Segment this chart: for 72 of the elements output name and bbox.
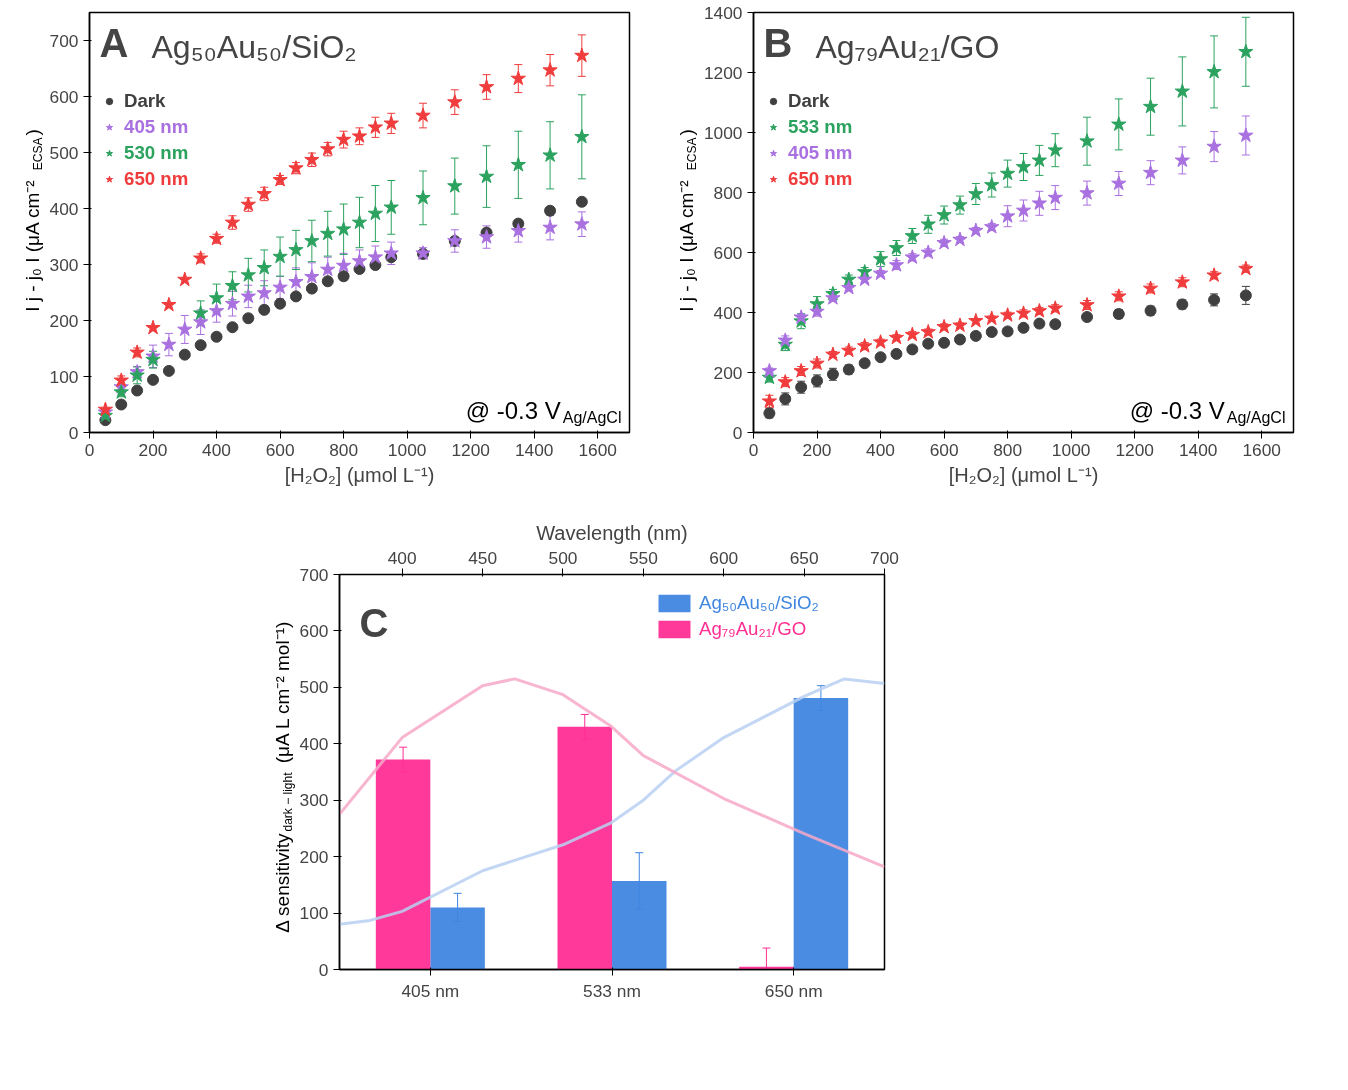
x-tick-label: 1000 — [1051, 439, 1091, 460]
x-tick-label: 0 — [748, 439, 759, 460]
y-tick-label: 800 — [713, 182, 743, 203]
y-tick-label: 700 — [299, 564, 329, 585]
text: Ag₅₀Au₅₀/SiO₂ — [151, 28, 357, 65]
x-tick-label: 1000 — [387, 439, 427, 460]
x-tick-label: 600 — [929, 439, 959, 460]
y-tick-label: 1200 — [703, 62, 743, 83]
y-axis-title: I j - j₀ I (μA cm⁻²ECSA) — [676, 129, 699, 312]
x-tick-label: 1600 — [578, 439, 618, 460]
x-tick-label: 400 — [202, 439, 232, 460]
y-tick-label: 400 — [49, 198, 79, 219]
annotation: B — [763, 20, 793, 65]
y-tick-label: 300 — [49, 254, 79, 275]
y-tick-label: 700 — [49, 30, 79, 51]
x-tick-label: 800 — [329, 439, 359, 460]
y-tick-label: 500 — [49, 142, 79, 163]
x2-axis-title: Wavelength (nm) — [536, 521, 688, 544]
x-tick-label: 1600 — [1242, 439, 1282, 460]
y-tick-label: 400 — [713, 302, 743, 323]
x-tick-label: 200 — [138, 439, 168, 460]
y-tick-label: 1000 — [703, 122, 743, 143]
x2-tick-label: 400 — [387, 547, 417, 568]
x2-tick-label: 650 — [789, 547, 819, 568]
y-tick-label: 100 — [49, 366, 79, 387]
legend-label: Ag₇₉Au₂₁/GO — [699, 618, 807, 640]
x-tick-label: 1400 — [1178, 439, 1218, 460]
y-tick-label: 500 — [299, 677, 329, 698]
x2-tick-label: 500 — [548, 547, 578, 568]
x-tick-label: 0 — [84, 439, 95, 460]
y-tick-label: 200 — [713, 362, 743, 383]
y-axis-title: I j - j₀ I (μA cm⁻²ECSA) — [22, 129, 45, 312]
x-tick-label: 200 — [802, 439, 832, 460]
x-tick-label: 600 — [265, 439, 295, 460]
y-tick-label: 1400 — [703, 2, 743, 23]
y-tick-label: 300 — [299, 790, 329, 811]
y-tick-label: 600 — [713, 242, 743, 263]
x2-tick-label: 550 — [628, 547, 658, 568]
x-tick-label: 1200 — [1115, 439, 1154, 460]
y-tick-label: 600 — [299, 620, 329, 641]
legend-label: Dark — [124, 90, 166, 112]
y-tick-label: 200 — [49, 310, 79, 331]
x-tick-label: 800 — [993, 439, 1023, 460]
y-tick-label: 0 — [318, 959, 329, 980]
x-tick-label: 533 nm — [583, 980, 641, 1001]
y-tick-label: 400 — [299, 733, 329, 754]
legend-label: 533 nm — [788, 116, 853, 138]
x-tick-label: 1200 — [451, 439, 490, 460]
text: Ag₇₉Au₂₁/GO — [815, 28, 1000, 65]
annotation: A — [99, 20, 129, 65]
annotation: C — [359, 600, 389, 645]
x-axis-title: [H₂O₂] (μmol L⁻¹) — [284, 463, 435, 486]
legend-label: 405 nm — [124, 116, 189, 138]
legend-label: 405 nm — [788, 142, 853, 164]
legend-label: 650 nm — [124, 168, 189, 190]
x-tick-label: 400 — [866, 439, 896, 460]
legend-label: Dark — [788, 90, 830, 112]
x2-tick-label: 450 — [468, 547, 498, 568]
x2-tick-label: 700 — [870, 547, 899, 568]
legend-label: 650 nm — [788, 168, 853, 190]
legend-label: 530 nm — [124, 142, 189, 164]
y-tick-label: 0 — [732, 422, 743, 443]
y-tick-label: 0 — [68, 422, 79, 443]
y-tick-label: 100 — [299, 903, 329, 924]
x-tick-label: 405 nm — [401, 980, 460, 1001]
legend-label: Ag₅₀Au₅₀/SiO₂ — [699, 592, 819, 614]
y-tick-label: 200 — [299, 846, 329, 867]
x-tick-label: 1400 — [514, 439, 554, 460]
y-axis-title: Δ sensitivitydark − light (μA L cm⁻² mol⁻¹) — [272, 621, 295, 933]
x-axis-title: [H₂O₂] (μmol L⁻¹) — [948, 463, 1099, 486]
x-tick-label: 650 nm — [764, 980, 823, 1001]
y-tick-label: 600 — [49, 86, 79, 107]
